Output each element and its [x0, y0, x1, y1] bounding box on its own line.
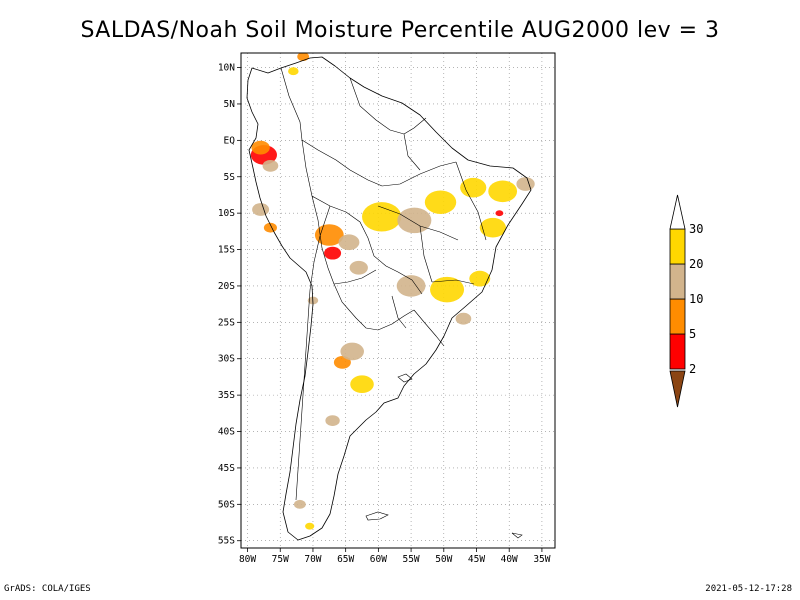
x-tick-label: 70W: [304, 554, 321, 565]
percentile-patch: [397, 207, 432, 234]
map-frame-background: [241, 53, 555, 548]
latitude-tick-labels: 10N 5N EQ 5S 10S 15S 20S 25S 30S 35S 40S 45S 50S 55S: [218, 63, 241, 547]
percentile-patch: [430, 276, 465, 303]
percentile-fill-layer: [250, 53, 535, 530]
coastline-layer: [246, 56, 532, 541]
percentile-patch: [516, 177, 535, 191]
percentile-patch: [362, 202, 402, 232]
percentile-patch: [495, 210, 504, 217]
percentile-patch: [479, 217, 506, 238]
colorbar-level-label: 2: [689, 362, 696, 376]
percentile-patch: [488, 180, 518, 203]
percentile-patch: [469, 270, 491, 287]
x-tick-label: 65W: [337, 554, 354, 565]
colorbar-level-label: 10: [689, 292, 703, 306]
percentile-patch: [396, 275, 426, 297]
y-tick-label: 40S: [218, 427, 235, 438]
percentile-patch: [262, 159, 279, 172]
colorbar-level-label: 30: [689, 222, 703, 236]
x-tick-label: 45W: [468, 554, 485, 565]
percentile-patch: [324, 246, 342, 260]
percentile-patch: [293, 499, 306, 509]
y-tick-label: 45S: [218, 463, 235, 474]
percentile-patch: [288, 67, 299, 76]
percentile-patch: [252, 203, 270, 216]
y-tick-label: 55S: [218, 536, 235, 547]
x-tick-label: 75W: [272, 554, 289, 565]
colorbar-lower-triangle: [669, 370, 686, 408]
percentile-patch: [325, 415, 340, 427]
colorbar-segment: [669, 298, 686, 335]
colorbar-segment: [669, 228, 686, 265]
graticule-grid: [241, 53, 555, 548]
percentile-patch: [424, 190, 457, 215]
islands-outline: [365, 373, 523, 539]
percentile-patch: [251, 140, 270, 155]
percentile-patch: [305, 522, 315, 530]
colorbar-level-label: 5: [689, 327, 696, 341]
south-america-coastline: [246, 56, 532, 541]
y-tick-label: 30S: [218, 354, 235, 365]
x-tick-label: 55W: [402, 554, 419, 565]
y-tick-label: 10N: [218, 63, 235, 74]
map-title: SALDAS/Noah Soil Moisture Percentile AUG…: [80, 18, 720, 43]
percentile-patch: [263, 222, 277, 233]
percentile-patch: [340, 342, 364, 361]
map-frame: [240, 52, 556, 549]
footer-grads-credit: GrADS: COLA/IGES: [4, 584, 91, 594]
footer-timestamp: 2021-05-12-17:28: [705, 584, 792, 594]
colorbar-segment: [669, 263, 686, 300]
longitude-tick-labels: 80W 75W 70W 65W 60W 55W 50W 45W 40W 35W: [239, 548, 551, 565]
y-tick-label: 5N: [224, 99, 236, 110]
x-tick-label: 50W: [435, 554, 452, 565]
colorbar-segment: [669, 333, 686, 370]
percentile-patch: [460, 177, 487, 198]
y-tick-label: EQ: [224, 135, 236, 146]
percentile-patch: [349, 260, 368, 275]
percentile-patch: [338, 234, 360, 251]
percentile-patch: [350, 375, 374, 394]
y-tick-label: 5S: [224, 172, 236, 183]
percentile-patch: [297, 53, 310, 62]
colorbar-upper-triangle: [669, 194, 686, 230]
y-tick-label: 50S: [218, 499, 235, 510]
x-tick-label: 35W: [533, 554, 550, 565]
country-borders: [280, 67, 487, 501]
x-tick-label: 80W: [239, 554, 256, 565]
y-tick-label: 35S: [218, 390, 235, 401]
y-tick-label: 20S: [218, 281, 235, 292]
y-tick-label: 10S: [218, 208, 235, 219]
x-tick-label: 60W: [370, 554, 387, 565]
percentile-patch: [455, 312, 472, 325]
x-tick-label: 40W: [501, 554, 518, 565]
y-tick-label: 15S: [218, 245, 235, 256]
colorbar-level-label: 20: [689, 257, 703, 271]
y-tick-label: 25S: [218, 317, 235, 328]
colorbar: 2 5 10 20 30: [669, 194, 703, 408]
